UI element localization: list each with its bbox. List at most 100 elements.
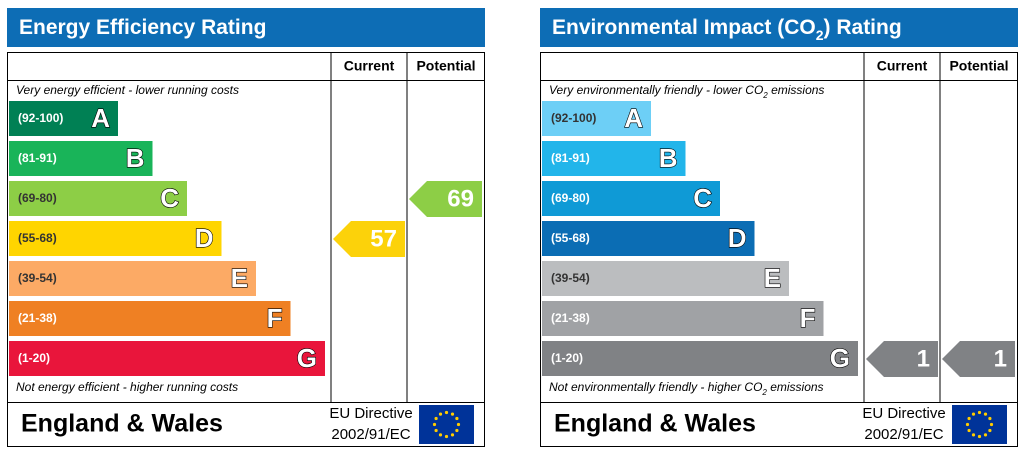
rating-band xyxy=(542,141,686,176)
rating-value: 1 xyxy=(917,345,930,372)
top-note-part: Very energy efficient - lower running co… xyxy=(16,83,239,97)
bottom-note-part: emissions xyxy=(767,380,824,394)
band-range: (81-91) xyxy=(551,151,590,165)
rating-band xyxy=(9,141,153,176)
panel-title-part: 2 xyxy=(816,27,824,43)
eu-star xyxy=(444,410,449,415)
column-header: Potential xyxy=(949,58,1008,74)
region-label: England & Wales xyxy=(554,410,756,438)
panel-title-part: ) Rating xyxy=(824,16,902,39)
band-letter: A xyxy=(91,103,110,133)
panel-title: Energy Efficiency Rating xyxy=(19,16,266,39)
directive-label: 2002/91/EC xyxy=(864,426,943,443)
directive-label: 2002/91/EC xyxy=(331,426,410,443)
bottom-note: Not environmentally friendly - higher CO… xyxy=(549,380,824,396)
eu-star xyxy=(450,412,455,416)
band-letter: B xyxy=(659,143,678,173)
band-range: (92-100) xyxy=(551,111,596,125)
eu-star xyxy=(983,412,988,416)
eu-star xyxy=(444,434,449,439)
rating-arrow xyxy=(409,181,482,217)
eu-star xyxy=(438,412,443,416)
band-range: (92-100) xyxy=(18,111,63,125)
band-letter: E xyxy=(231,263,248,293)
eu-star xyxy=(989,422,994,427)
eu-star xyxy=(971,412,976,416)
bottom-note-part: Not environmentally friendly - higher CO xyxy=(549,380,762,394)
rating-band xyxy=(9,341,325,376)
eu-star xyxy=(450,433,455,437)
eu-star xyxy=(438,433,443,437)
band-letter: D xyxy=(728,223,747,253)
panel-frame xyxy=(7,52,485,447)
band-range: (1-20) xyxy=(551,351,583,365)
column-header: Current xyxy=(877,58,928,74)
rating-band xyxy=(542,221,755,256)
rating-band xyxy=(9,181,187,216)
band-letter: G xyxy=(830,343,850,373)
band-letter: F xyxy=(267,303,283,333)
region-label: England & Wales xyxy=(21,410,223,438)
rating-band xyxy=(542,181,720,216)
title-bar xyxy=(540,8,1018,47)
rating-arrow xyxy=(333,221,405,257)
band-range: (1-20) xyxy=(18,351,50,365)
panel-frame xyxy=(540,52,1018,447)
rating-arrow xyxy=(866,341,938,377)
rating-band xyxy=(9,261,256,296)
eu-star xyxy=(967,416,971,421)
eu-star xyxy=(967,428,971,433)
rating-band xyxy=(542,341,858,376)
eu-star xyxy=(456,422,461,427)
bottom-note: Not energy efficient - higher running co… xyxy=(16,380,238,394)
rating-band xyxy=(9,221,222,256)
eu-star xyxy=(988,428,992,433)
top-note-part: Very environmentally friendly - lower CO xyxy=(549,83,763,97)
top-note-part: emissions xyxy=(768,83,825,97)
band-letter: C xyxy=(160,183,179,213)
band-letter: C xyxy=(693,183,712,213)
band-letter: A xyxy=(624,103,643,133)
band-range: (69-80) xyxy=(18,191,57,205)
eu-star xyxy=(988,416,992,421)
band-letter: G xyxy=(297,343,317,373)
eu-star xyxy=(432,422,437,427)
eu-star xyxy=(977,410,982,415)
directive-label: EU Directive xyxy=(862,405,945,422)
panel-title: Environmental Impact (CO2) Rating xyxy=(552,16,902,43)
panel-title-part: Energy Efficiency Rating xyxy=(19,16,266,39)
bottom-note-part: Not energy efficient - higher running co… xyxy=(16,380,238,394)
rating-arrow xyxy=(942,341,1015,377)
rating-band xyxy=(9,301,291,336)
panel-title-part: Environmental Impact (CO xyxy=(552,16,816,39)
rating-band xyxy=(542,261,789,296)
band-letter: B xyxy=(126,143,145,173)
band-letter: D xyxy=(195,223,214,253)
band-range: (69-80) xyxy=(551,191,590,205)
rating-value: 1 xyxy=(994,345,1007,372)
rating-band xyxy=(542,301,824,336)
eu-flag xyxy=(419,405,474,444)
title-bar xyxy=(7,8,485,47)
eu-star xyxy=(455,416,459,421)
top-note: Very environmentally friendly - lower CO… xyxy=(549,83,824,99)
top-note-part: 2 xyxy=(762,91,768,100)
band-range: (55-68) xyxy=(551,231,590,245)
column-header: Current xyxy=(344,58,395,74)
eu-star xyxy=(434,416,438,421)
eu-star xyxy=(455,428,459,433)
eu-star xyxy=(971,433,976,437)
band-letter: E xyxy=(764,263,781,293)
band-range: (21-38) xyxy=(18,311,57,325)
band-letter: F xyxy=(800,303,816,333)
band-range: (55-68) xyxy=(18,231,57,245)
eu-star xyxy=(977,434,982,439)
band-range: (81-91) xyxy=(18,151,57,165)
eu-star xyxy=(434,428,438,433)
band-range: (39-54) xyxy=(18,271,57,285)
eu-star xyxy=(965,422,970,427)
bottom-note-part: 2 xyxy=(761,388,767,397)
eu-flag xyxy=(952,405,1007,444)
